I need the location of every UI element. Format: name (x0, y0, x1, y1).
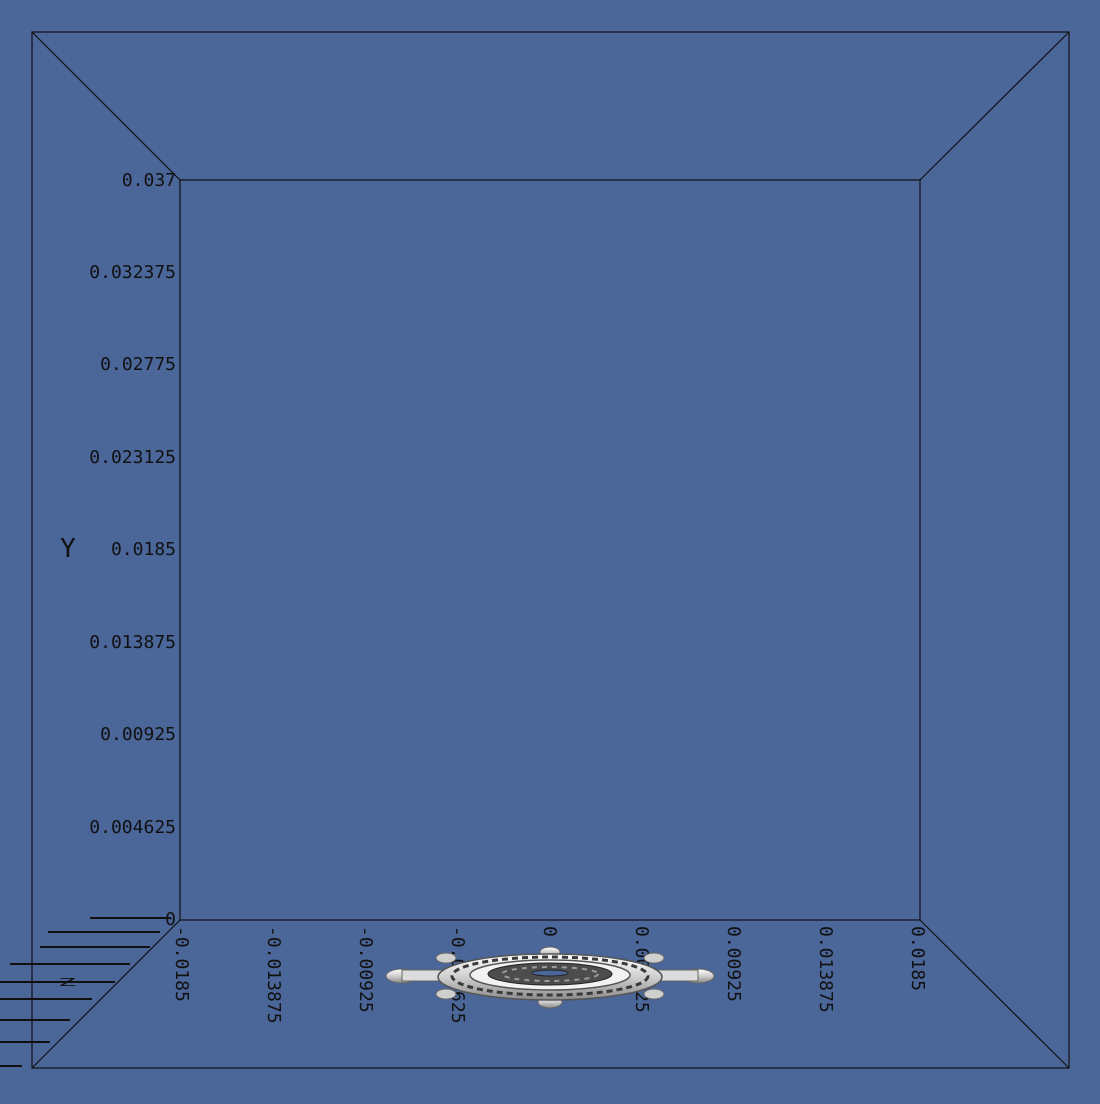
bounding-box (31, 31, 1070, 1069)
gear-lug-ur (643, 952, 665, 964)
gear-lug-ll (435, 988, 457, 1000)
y-tick-label: 0.032375 (89, 262, 176, 283)
corner-edge-br (919, 919, 1070, 1069)
x-tick-label: -0.00925 (355, 926, 376, 1013)
x-tick-label: 0 (539, 926, 560, 937)
y-tick-label: 0.004625 (89, 817, 176, 838)
y-axis: Y 0.037 0.032375 0.02775 0.023125 0.0185… (60, 170, 176, 930)
y-tick-label: 0 (165, 909, 176, 930)
corner-edge-tr (919, 31, 1070, 181)
y-tick-label: 0.013875 (89, 632, 176, 653)
gear-lug-lr (643, 988, 665, 1000)
x-tick-label: 0.00925 (723, 926, 744, 1002)
outer-frame (31, 31, 1070, 1069)
y-tick-label: 0.023125 (89, 447, 176, 468)
gear-center-hole (531, 969, 569, 977)
x-tick-label: 0.0185 (907, 926, 928, 991)
gear-ring-groove (450, 955, 650, 997)
y-tick-label: 0.0185 (111, 539, 176, 560)
corner-edge-bl (31, 919, 181, 1069)
x-tick-label: 0.013875 (815, 926, 836, 1013)
y-tick-label: 0.00925 (100, 724, 176, 745)
x-tick-label: -0.0185 (171, 926, 192, 1002)
corner-edge-tl (31, 31, 181, 181)
gear-lug-ul (435, 952, 457, 964)
gear-model[interactable] (385, 946, 715, 1009)
z-tick-fragments (0, 917, 170, 1067)
gear-hub-slots (501, 966, 599, 982)
y-tick-label: 0.02775 (100, 354, 176, 375)
z-axis: Z (0, 917, 170, 1067)
y-axis-title: Y (60, 534, 76, 564)
x-tick-label: -0.013875 (263, 926, 284, 1024)
inner-frame (179, 179, 921, 921)
y-tick-label: 0.037 (122, 170, 176, 191)
